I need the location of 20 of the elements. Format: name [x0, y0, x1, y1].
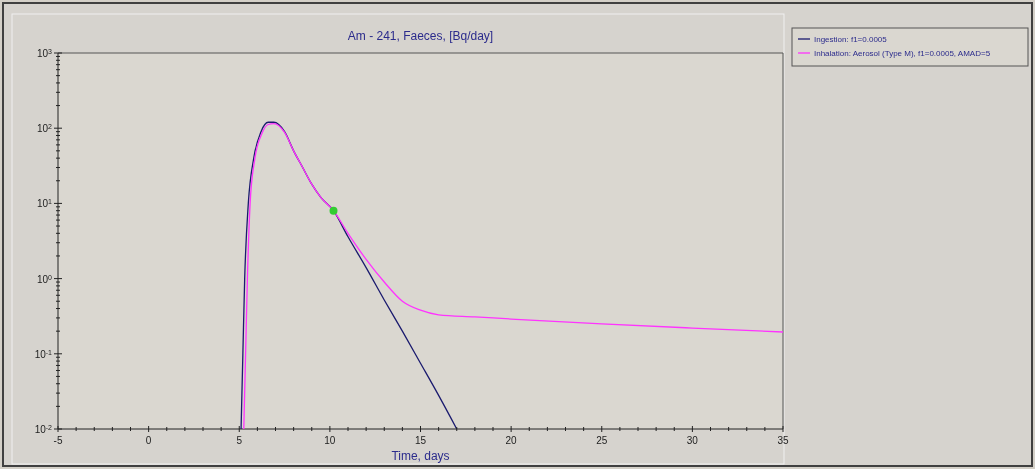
x-tick-label: 25: [596, 435, 608, 446]
y-tick-label: 10$^{-2}$: [34, 423, 53, 435]
x-tick-label: -5: [53, 435, 63, 446]
y-tick-label: 10$^{-1}$: [34, 348, 53, 360]
chart-title: Am - 241, Faeces, [Bq/day]: [347, 29, 494, 43]
x-tick-label: 15: [414, 435, 427, 446]
legend-label: Ingestion: f1=0.0005: [814, 35, 888, 44]
y-tick-label: 10$^{2}$: [36, 122, 53, 135]
x-tick-label: 20: [505, 435, 518, 446]
y-tick-label: 10$^{3}$: [36, 47, 53, 59]
legend-label: Inhalation: Aerosol (Type M), f1=0.0005, AMAD=5: [814, 49, 991, 58]
y-tick-label: 10$^{0}$: [36, 273, 53, 285]
x-tick-label: 35: [777, 435, 789, 446]
x-tick-label: 30: [686, 435, 699, 446]
line-series: [243, 122, 783, 430]
x-tick-label: 5: [236, 435, 243, 446]
x-tick-label: 0: [145, 435, 152, 446]
y-tick-label: 10$^{1}$: [36, 197, 53, 210]
x-tick-label: 10: [324, 435, 336, 446]
x-axis-title: Time, days: [391, 449, 450, 463]
